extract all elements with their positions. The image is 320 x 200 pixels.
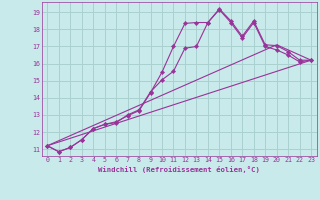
- X-axis label: Windchill (Refroidissement éolien,°C): Windchill (Refroidissement éolien,°C): [98, 166, 260, 173]
